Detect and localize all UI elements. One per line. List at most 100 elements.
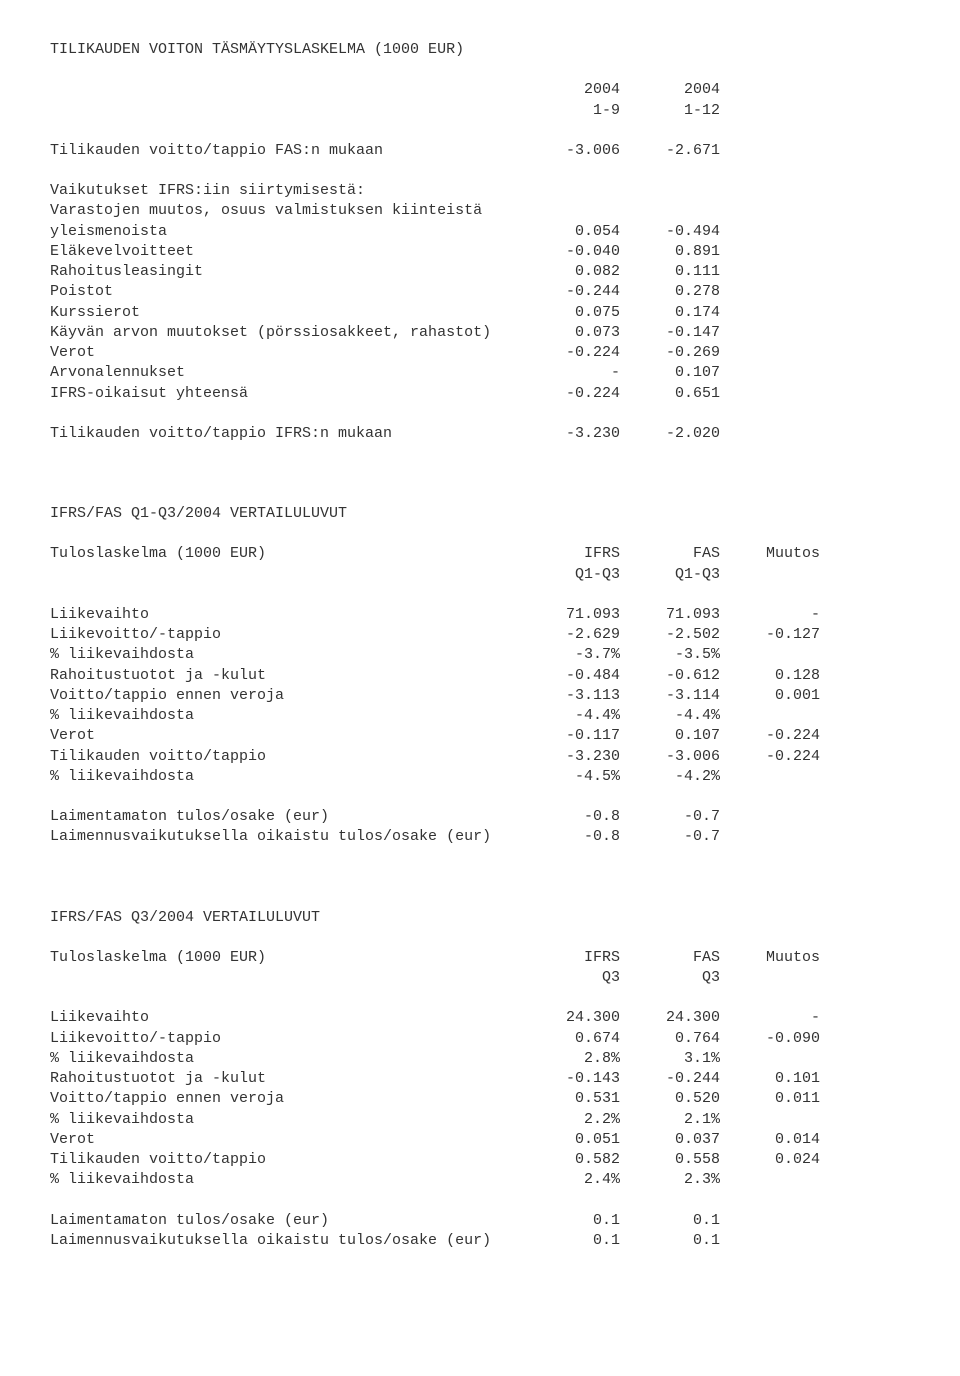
row-col2: -3.5% bbox=[620, 645, 720, 665]
row-col1: -2.629 bbox=[520, 625, 620, 645]
header-col1: IFRS bbox=[520, 544, 620, 564]
row-col1: 0.674 bbox=[520, 1029, 620, 1049]
table-header-row: Q1-Q3 Q1-Q3 bbox=[50, 565, 910, 585]
row-col1: 24.300 bbox=[520, 1008, 620, 1028]
row-col3 bbox=[720, 1211, 820, 1231]
table-row: Tilikauden voitto/tappio FAS:n mukaan -3… bbox=[50, 141, 910, 161]
row-col3 bbox=[720, 1170, 820, 1190]
row-col3: 0.014 bbox=[720, 1130, 820, 1150]
row-col2: 0.520 bbox=[620, 1089, 720, 1109]
table-row: Vaikutukset IFRS:iin siirtymisestä: bbox=[50, 181, 910, 201]
header-col1: 2004 bbox=[520, 80, 620, 100]
row-label: Verot bbox=[50, 343, 520, 363]
row-col3: - bbox=[720, 1008, 820, 1028]
row-col2: -2.020 bbox=[620, 424, 720, 444]
row-label: Rahoitustuotot ja -kulut bbox=[50, 666, 520, 686]
row-col3: 0.001 bbox=[720, 686, 820, 706]
table-row: Arvonalennukset - 0.107 bbox=[50, 363, 910, 383]
table-row: Kurssierot 0.075 0.174 bbox=[50, 303, 910, 323]
row-col2: 0.278 bbox=[620, 282, 720, 302]
row-col1: 0.582 bbox=[520, 1150, 620, 1170]
row-col1: 0.082 bbox=[520, 262, 620, 282]
table-row: Rahoitustuotot ja -kulut -0.484 -0.612 0… bbox=[50, 666, 910, 686]
row-col2: -4.4% bbox=[620, 706, 720, 726]
table-row: Laimentamaton tulos/osake (eur) -0.8 -0.… bbox=[50, 807, 910, 827]
row-label: Arvonalennukset bbox=[50, 363, 520, 383]
table-row: Liikevaihto 71.093 71.093 - bbox=[50, 605, 910, 625]
row-col2: 0.1 bbox=[620, 1231, 720, 1251]
table-row: Laimennusvaikutuksella oikaistu tulos/os… bbox=[50, 1231, 910, 1251]
table-header-row: 2004 2004 bbox=[50, 80, 910, 100]
row-col2: 0.558 bbox=[620, 1150, 720, 1170]
row-label: % liikevaihdosta bbox=[50, 1049, 520, 1069]
row-col1: - bbox=[520, 363, 620, 383]
row-col1: -0.484 bbox=[520, 666, 620, 686]
row-label: IFRS-oikaisut yhteensä bbox=[50, 384, 520, 404]
row-label: % liikevaihdosta bbox=[50, 706, 520, 726]
row-label: Varastojen muutos, osuus valmistuksen ki… bbox=[50, 201, 520, 221]
row-label: Laimennusvaikutuksella oikaistu tulos/os… bbox=[50, 1231, 520, 1251]
row-col2: -0.7 bbox=[620, 827, 720, 847]
table-row: Eläkevelvoitteet -0.040 0.891 bbox=[50, 242, 910, 262]
comparison-q3-section: IFRS/FAS Q3/2004 VERTAILULUVUT Tuloslask… bbox=[50, 908, 910, 1252]
table-row: Rahoitusleasingit 0.082 0.111 bbox=[50, 262, 910, 282]
row-col1: -0.040 bbox=[520, 242, 620, 262]
row-col2: -0.7 bbox=[620, 807, 720, 827]
header-col2: 2004 bbox=[620, 80, 720, 100]
row-label: Laimentamaton tulos/osake (eur) bbox=[50, 1211, 520, 1231]
row-col2: -4.2% bbox=[620, 767, 720, 787]
row-col2: -0.147 bbox=[620, 323, 720, 343]
row-col2: 0.1 bbox=[620, 1211, 720, 1231]
row-label: Verot bbox=[50, 1130, 520, 1150]
row-col2: 71.093 bbox=[620, 605, 720, 625]
row-col2: -0.269 bbox=[620, 343, 720, 363]
row-col2: -2.502 bbox=[620, 625, 720, 645]
row-col2: -3.006 bbox=[620, 747, 720, 767]
row-col3 bbox=[720, 706, 820, 726]
row-col1: -0.224 bbox=[520, 343, 620, 363]
table-row: % liikevaihdosta -3.7% -3.5% bbox=[50, 645, 910, 665]
table-row: Tilikauden voitto/tappio IFRS:n mukaan -… bbox=[50, 424, 910, 444]
row-col3: 0.101 bbox=[720, 1069, 820, 1089]
row-col1: -3.006 bbox=[520, 141, 620, 161]
table-row: Voitto/tappio ennen veroja 0.531 0.520 0… bbox=[50, 1089, 910, 1109]
row-label: Laimennusvaikutuksella oikaistu tulos/os… bbox=[50, 827, 520, 847]
row-col2: 2.3% bbox=[620, 1170, 720, 1190]
table-row: Tilikauden voitto/tappio 0.582 0.558 0.0… bbox=[50, 1150, 910, 1170]
table-header-row: Q3 Q3 bbox=[50, 968, 910, 988]
header-col2: FAS bbox=[620, 948, 720, 968]
row-col1: 2.2% bbox=[520, 1110, 620, 1130]
table-row: Liikevoitto/-tappio 0.674 0.764 -0.090 bbox=[50, 1029, 910, 1049]
row-label: Liikevaihto bbox=[50, 605, 520, 625]
row-col3: 0.128 bbox=[720, 666, 820, 686]
row-col1: -3.113 bbox=[520, 686, 620, 706]
table-header-row: 1-9 1-12 bbox=[50, 101, 910, 121]
table-row: Liikevaihto 24.300 24.300 - bbox=[50, 1008, 910, 1028]
row-col3: 0.024 bbox=[720, 1150, 820, 1170]
row-col2: 0.111 bbox=[620, 262, 720, 282]
row-col2: 3.1% bbox=[620, 1049, 720, 1069]
row-col3: -0.127 bbox=[720, 625, 820, 645]
table-row: Voitto/tappio ennen veroja -3.113 -3.114… bbox=[50, 686, 910, 706]
row-col2: 0.107 bbox=[620, 726, 720, 746]
table-row: Tilikauden voitto/tappio -3.230 -3.006 -… bbox=[50, 747, 910, 767]
row-label: Rahoitustuotot ja -kulut bbox=[50, 1069, 520, 1089]
row-col1: 0.075 bbox=[520, 303, 620, 323]
row-col1: -3.230 bbox=[520, 424, 620, 444]
header-col3 bbox=[720, 565, 820, 585]
row-col1: 0.1 bbox=[520, 1231, 620, 1251]
row-label: Tilikauden voitto/tappio IFRS:n mukaan bbox=[50, 424, 520, 444]
table-row: % liikevaihdosta -4.5% -4.2% bbox=[50, 767, 910, 787]
header-col1: 1-9 bbox=[520, 101, 620, 121]
row-label: Tilikauden voitto/tappio bbox=[50, 747, 520, 767]
row-col2: -0.612 bbox=[620, 666, 720, 686]
row-col2: 0.174 bbox=[620, 303, 720, 323]
section3-title: IFRS/FAS Q3/2004 VERTAILULUVUT bbox=[50, 908, 910, 928]
header-col1: Q3 bbox=[520, 968, 620, 988]
table-row: Liikevoitto/-tappio -2.629 -2.502 -0.127 bbox=[50, 625, 910, 645]
row-label: Käyvän arvon muutokset (pörssiosakkeet, … bbox=[50, 323, 520, 343]
row-col1: -0.224 bbox=[520, 384, 620, 404]
row-col3 bbox=[720, 807, 820, 827]
row-label: % liikevaihdosta bbox=[50, 1110, 520, 1130]
row-col2: 0.037 bbox=[620, 1130, 720, 1150]
